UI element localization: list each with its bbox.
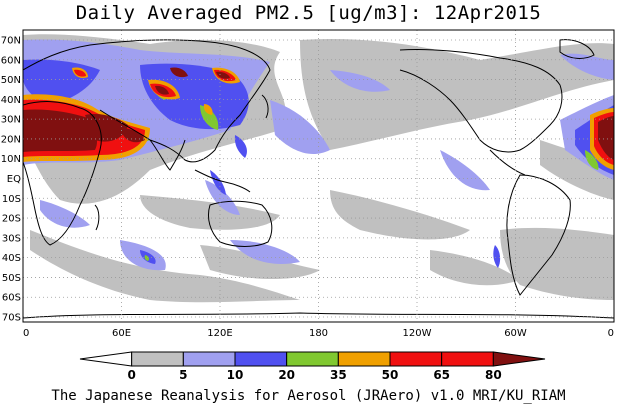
colorbar-segment	[234, 351, 288, 367]
lat-label: 40S	[2, 253, 21, 264]
colorbar: 0 5 10 20 35 50 65 80	[79, 351, 546, 382]
lon-label: 120W	[403, 328, 432, 339]
colorbar-segment	[131, 351, 184, 367]
map-title: Daily Averaged PM2.5 [ug/m3]: 12Apr2015	[75, 2, 542, 24]
lat-label: 30S	[2, 233, 21, 244]
colorbar-segment	[389, 351, 443, 367]
lat-label: 20N	[1, 134, 21, 145]
lat-label: 50S	[2, 273, 21, 284]
lon-label: 60W	[504, 328, 527, 339]
lat-label: 70N	[1, 36, 21, 47]
lon-label: 0	[608, 328, 614, 339]
colorbar-segment	[492, 351, 546, 367]
lat-label: 50N	[1, 75, 21, 86]
colorbar-segment	[79, 351, 133, 367]
lon-label: 180	[309, 328, 328, 339]
lon-label: 60E	[112, 328, 131, 339]
colorbar-tick-label: 80	[485, 368, 502, 382]
colorbar-tick-label: 0	[127, 368, 135, 382]
lat-label: 60N	[1, 55, 21, 66]
pm25-field	[23, 34, 614, 303]
lat-label: 30N	[1, 115, 21, 126]
latitude-labels: 70N 60N 50N 40N 30N 20N 10N EQ 10S 20S 30S 40S 50S 60…	[1, 36, 21, 324]
plot-frame	[22, 29, 615, 323]
lat-label: 40N	[1, 95, 21, 106]
colorbar-tick-label: 10	[227, 368, 244, 382]
colorbar-tick-label: 20	[278, 368, 295, 382]
colorbar-segment	[286, 351, 339, 367]
colorbar-tick-label: 65	[433, 368, 450, 382]
colorbar-tick-label: 35	[330, 368, 347, 382]
lat-label: 60S	[2, 293, 21, 304]
colorbar-tick-label: 50	[382, 368, 399, 382]
lat-label: EQ	[7, 174, 21, 185]
colorbar-segment	[337, 351, 391, 367]
coastline	[23, 39, 614, 319]
lon-label: 0	[23, 328, 29, 339]
longitude-labels: 0 60E 120E 180 120W 60W 0	[23, 328, 614, 339]
lon-label: 120E	[207, 328, 232, 339]
colorbar-segment	[441, 351, 494, 367]
lat-label: 20S	[2, 214, 21, 225]
map-footer: The Japanese Reanalysis for Aerosol (JRA…	[51, 388, 566, 404]
colorbar-tick-label: 5	[179, 368, 187, 382]
grid-lines	[23, 30, 614, 322]
lat-label: 70S	[2, 313, 21, 324]
lat-label: 10S	[2, 194, 21, 205]
colorbar-segment	[182, 351, 236, 367]
lat-label: 10N	[1, 154, 21, 165]
